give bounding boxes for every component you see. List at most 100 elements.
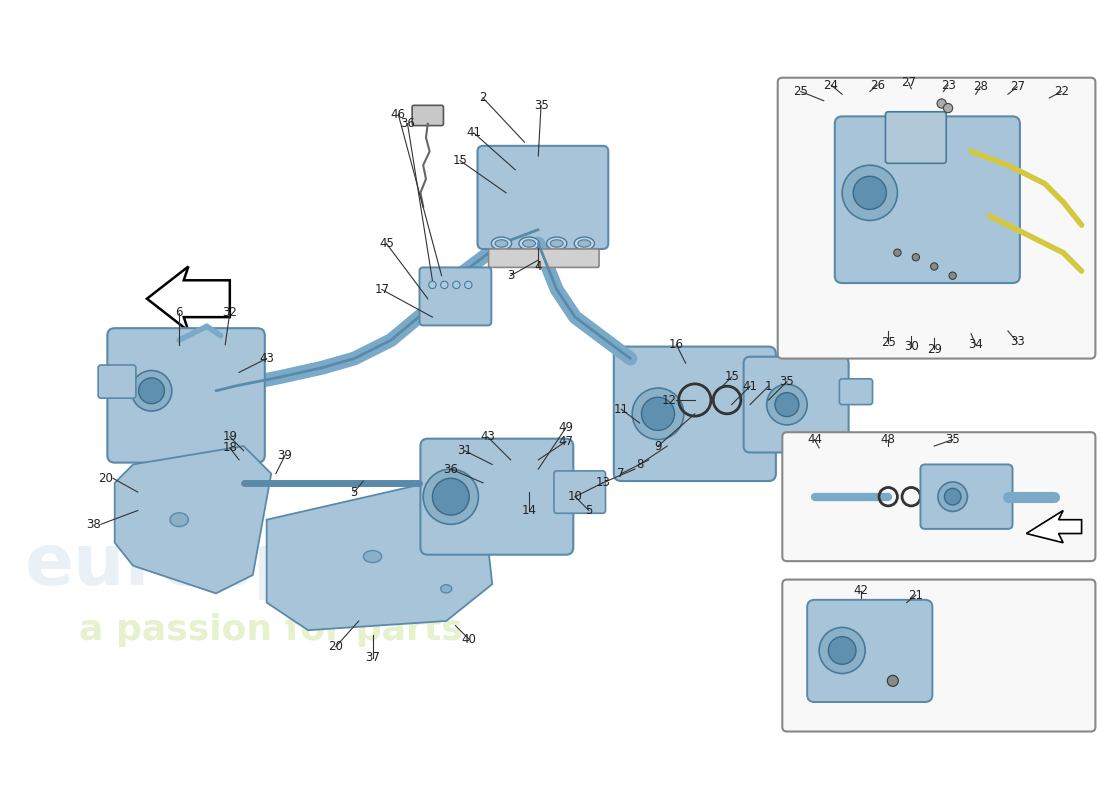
Circle shape [937,99,946,108]
Text: 43: 43 [481,430,495,443]
Circle shape [424,469,478,524]
FancyBboxPatch shape [98,365,136,398]
FancyBboxPatch shape [782,579,1096,731]
Text: 21: 21 [909,589,923,602]
Circle shape [429,282,436,289]
Ellipse shape [574,237,594,250]
Circle shape [893,249,901,256]
Text: 41: 41 [466,126,482,139]
Text: 23: 23 [940,78,956,91]
Text: 10: 10 [568,490,583,503]
Circle shape [774,393,799,417]
Text: 29: 29 [927,343,942,356]
Text: 35: 35 [945,433,960,446]
Text: 36: 36 [400,118,415,130]
FancyBboxPatch shape [614,346,776,481]
Text: 19: 19 [222,430,238,443]
Text: 20: 20 [328,640,343,654]
Text: 41: 41 [742,380,758,393]
Text: 42: 42 [854,584,868,597]
Text: 34: 34 [968,338,983,351]
FancyBboxPatch shape [807,600,933,702]
Text: 32: 32 [222,306,238,319]
Text: 24: 24 [824,78,838,91]
Ellipse shape [522,240,536,247]
Text: 20: 20 [98,472,113,485]
Text: 44: 44 [807,433,822,446]
Text: 47: 47 [559,435,573,448]
Text: 12: 12 [661,394,676,406]
FancyBboxPatch shape [412,106,443,126]
Circle shape [131,370,172,411]
Text: 6: 6 [175,306,183,319]
Text: 13: 13 [595,476,610,490]
Ellipse shape [441,585,452,593]
Text: 27: 27 [901,76,916,89]
FancyBboxPatch shape [419,267,492,326]
FancyBboxPatch shape [782,432,1096,561]
Text: 35: 35 [780,375,794,388]
Text: 35: 35 [534,99,549,112]
FancyBboxPatch shape [744,357,848,453]
Circle shape [931,262,938,270]
FancyBboxPatch shape [108,328,265,462]
Circle shape [828,637,856,664]
Text: 5: 5 [351,486,358,498]
Text: 9: 9 [654,439,662,453]
Text: 11: 11 [614,402,629,416]
Text: 43: 43 [260,352,274,365]
Text: 37: 37 [365,651,380,664]
Text: 28: 28 [972,81,988,94]
Text: 33: 33 [1010,335,1024,349]
Text: 30: 30 [904,340,918,353]
Text: 48: 48 [881,433,895,446]
Circle shape [139,378,164,404]
Circle shape [441,282,448,289]
Ellipse shape [550,240,563,247]
Circle shape [464,282,472,289]
Text: 25: 25 [793,85,808,98]
Text: 40: 40 [462,633,476,646]
Ellipse shape [547,237,567,250]
Text: 38: 38 [86,518,101,531]
Text: 15: 15 [724,370,739,383]
Circle shape [945,488,961,505]
Ellipse shape [170,513,188,526]
Text: 8: 8 [636,458,644,471]
Text: 18: 18 [222,442,238,454]
Text: 26: 26 [870,78,884,91]
Text: 22: 22 [1054,85,1069,98]
Circle shape [888,675,899,686]
Polygon shape [1026,510,1081,542]
Text: 14: 14 [521,504,537,517]
Text: 17: 17 [374,283,389,296]
Text: 4: 4 [535,260,542,273]
Polygon shape [147,266,230,331]
Text: 7: 7 [617,467,625,480]
Text: a passion for parts: a passion for parts [79,614,463,647]
Ellipse shape [492,237,512,250]
FancyBboxPatch shape [835,116,1020,283]
Circle shape [843,165,898,221]
Polygon shape [266,483,493,630]
FancyBboxPatch shape [554,471,605,514]
Text: 31: 31 [458,444,472,457]
Text: 3: 3 [507,269,515,282]
Polygon shape [114,446,272,594]
FancyBboxPatch shape [778,78,1096,358]
Circle shape [854,176,887,210]
Circle shape [938,482,967,511]
FancyBboxPatch shape [477,146,608,249]
Ellipse shape [363,550,382,562]
FancyBboxPatch shape [839,379,872,405]
Text: 2: 2 [480,91,487,105]
Circle shape [820,627,866,674]
FancyBboxPatch shape [488,249,600,267]
Circle shape [944,103,953,113]
FancyBboxPatch shape [921,465,1012,529]
Text: 25: 25 [881,337,895,350]
Circle shape [432,478,470,515]
Circle shape [949,272,956,279]
Circle shape [641,398,674,430]
Circle shape [632,388,684,439]
